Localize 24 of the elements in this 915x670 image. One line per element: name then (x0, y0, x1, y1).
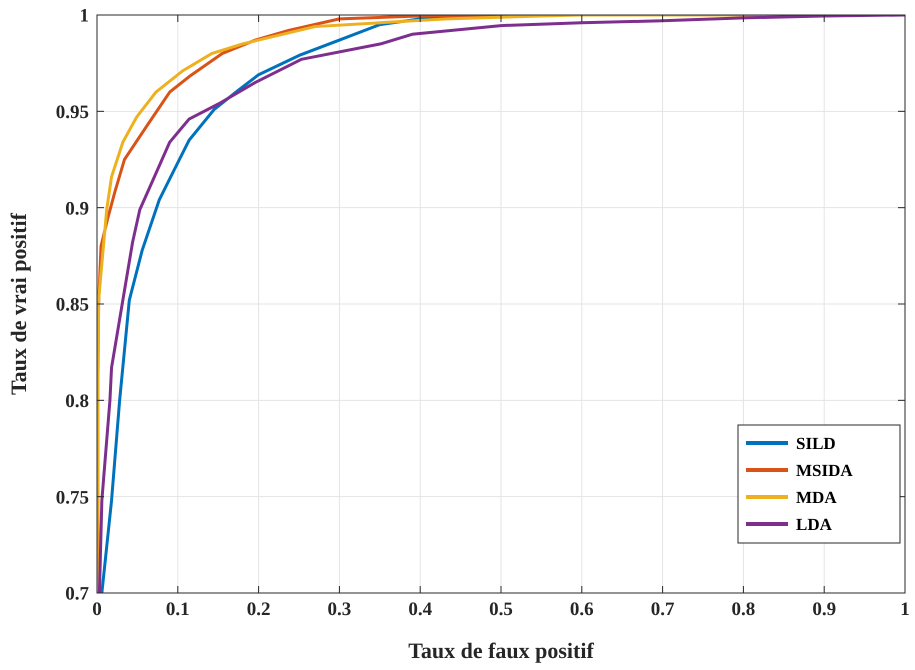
x-tick-label: 0.2 (246, 599, 270, 620)
legend-label: SILD (796, 434, 836, 453)
y-axis-title: Taux de vrai positif (6, 212, 31, 395)
legend-label: LDA (796, 514, 833, 534)
y-tick-label: 0.85 (56, 294, 89, 316)
legend-label: MDA (796, 488, 838, 507)
legend-label: MSIDA (796, 460, 854, 480)
y-tick-label: 0.7 (65, 584, 90, 605)
x-tick-label: 0.5 (489, 599, 513, 620)
y-tick-label: 1 (80, 6, 89, 27)
x-tick-label: 0.1 (166, 599, 190, 620)
x-tick-label: 0.3 (328, 599, 352, 620)
x-tick-label: 0 (92, 599, 102, 620)
x-axis-title: Taux de faux positif (408, 638, 594, 663)
y-tick-label: 0.9 (65, 198, 89, 220)
y-tick-label: 0.95 (56, 102, 89, 123)
x-tick-label: 0.7 (650, 599, 675, 620)
y-tick-label: 0.75 (56, 487, 89, 508)
x-tick-label: 0.4 (408, 599, 433, 620)
y-tick-label: 0.8 (65, 390, 89, 412)
x-tick-label: 1 (900, 599, 910, 620)
x-tick-label: 0.6 (570, 599, 594, 620)
x-tick-label: 0.9 (812, 599, 836, 620)
x-tick-label: 0.8 (732, 599, 756, 620)
